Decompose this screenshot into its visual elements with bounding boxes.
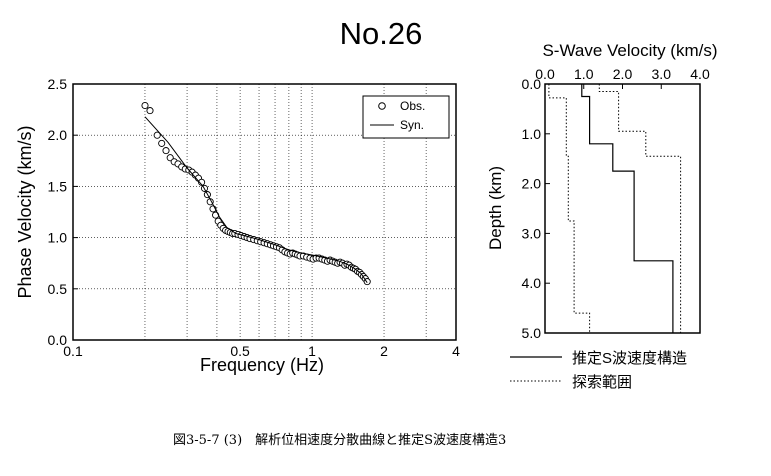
legend-box [362, 95, 450, 139]
legend-obs-marker [378, 102, 386, 110]
velocity-y-axis-label: Depth (km) [486, 166, 505, 250]
velocity-x-tick-label: 3.0 [652, 66, 672, 82]
dispersion-x-tick-label: 4 [452, 343, 460, 359]
velocity-y-tick-label: 5.0 [522, 325, 542, 341]
velocity-legend: 推定S波速度構造 探索範囲 [510, 350, 687, 391]
obs-point [158, 139, 166, 147]
dispersion-y-tick-label: 1.0 [48, 230, 68, 246]
velocity-y-tick-label: 2.0 [522, 176, 542, 192]
obs-point [141, 101, 149, 110]
velocity-y-tick-label: 4.0 [522, 275, 542, 291]
dispersion-chart: 0.1 0.5 1 2 4 0.0 0.5 1.0 1.5 2.0 2.5 Obs. Syn. Fr… [15, 76, 460, 375]
search-range-upper-line [598, 84, 693, 334]
dispersion-x-tick-label: 0.5 [230, 343, 250, 359]
estimated-structure-line [581, 84, 674, 333]
velocity-x-tick-label: 2.0 [613, 66, 633, 82]
dispersion-y-tick-label: 0.0 [48, 332, 68, 348]
legend-search-range-label: 探索範囲 [572, 373, 632, 391]
legend-estimated-label: 推定S波速度構造 [572, 350, 687, 367]
obs-point [153, 131, 161, 139]
dispersion-y-axis-label: Phase Velocity (km/s) [15, 125, 35, 298]
dispersion-x-tick-label: 1 [308, 343, 316, 359]
velocity-y-tick-label: 3.0 [522, 225, 542, 241]
dispersion-x-axis-label: Frequency (Hz) [200, 355, 324, 375]
obs-point [146, 107, 154, 115]
dispersion-legend: Obs. Syn. [362, 95, 450, 139]
legend-syn-label: Syn. [400, 118, 424, 132]
search-range-lower-line [548, 84, 591, 333]
obs-series [141, 101, 371, 286]
dispersion-ticks: 0.1 0.5 1 2 4 0.0 0.5 1.0 1.5 2.0 2.5 [48, 76, 461, 359]
legend-obs-label: Obs. [400, 99, 425, 113]
velocity-structure-chart: S-Wave Velocity (km/s) 0.0 1.0 2.0 3.0 4.00.… [486, 41, 718, 391]
velocity-chart-title: S-Wave Velocity (km/s) [542, 41, 717, 60]
syn-series-line [144, 116, 368, 283]
velocity-ticks: 0.0 1.0 2.0 3.0 4.0 0.0 1.0 2.0 3.0 4.0 5.0 [522, 66, 710, 341]
dispersion-y-tick-label: 1.5 [48, 178, 68, 194]
velocity-y-tick-label: 0.0 [522, 76, 542, 92]
dispersion-x-tick-label: 2 [380, 343, 388, 359]
dispersion-y-tick-label: 2.0 [48, 127, 68, 143]
figure-caption: 図3-5-7 (3) 解析位相速度分散曲線と推定S波速度構造3 [173, 432, 506, 448]
velocity-x-tick-label: 4.0 [690, 66, 710, 82]
obs-point [162, 147, 170, 155]
dispersion-y-tick-label: 0.5 [48, 281, 68, 297]
dispersion-y-tick-label: 2.5 [48, 76, 68, 92]
velocity-x-tick-label: 0.0 [535, 66, 555, 82]
velocity-y-tick-label: 1.0 [522, 126, 542, 142]
velocity-x-tick-label: 1.0 [574, 66, 594, 82]
dispersion-plot-frame [72, 83, 457, 341]
dispersion-x-tick-label: 0.1 [63, 343, 83, 359]
page-title: No.26 [340, 16, 423, 51]
